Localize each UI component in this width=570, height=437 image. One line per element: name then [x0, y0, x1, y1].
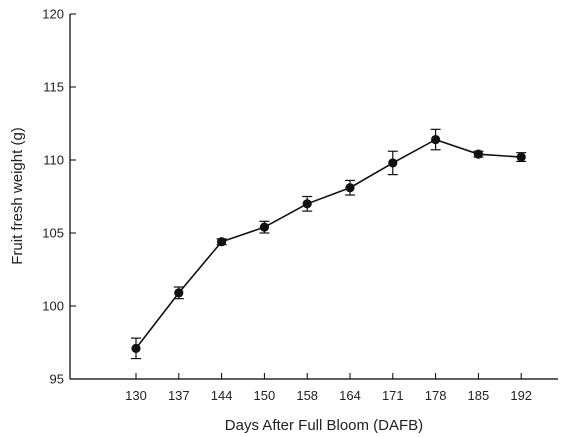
- x-tick-label: 192: [510, 388, 532, 403]
- x-tick-label: 164: [339, 388, 361, 403]
- x-tick-label: 178: [425, 388, 447, 403]
- x-tick-label: 137: [168, 388, 190, 403]
- data-point: [473, 149, 483, 159]
- x-tick-label: 185: [468, 388, 490, 403]
- y-axis-title: Fruit fresh weight (g): [9, 127, 26, 265]
- axes: [69, 14, 558, 380]
- x-tick-label: 158: [296, 388, 318, 403]
- data-point: [131, 343, 141, 353]
- x-ticks: 130 137 144 150 158 164 171 178 185 192: [125, 373, 532, 403]
- y-tick-label: 120: [42, 7, 64, 22]
- y-tick-label: 105: [42, 226, 64, 241]
- y-tick-label: 95: [50, 372, 64, 387]
- data-point: [345, 183, 355, 193]
- data-point: [431, 134, 441, 145]
- data-point: [388, 158, 398, 168]
- data-point: [259, 222, 269, 232]
- data-point: [516, 152, 526, 162]
- y-ticks: 95 100 105 110 115 120: [42, 7, 76, 387]
- y-tick-label: 100: [42, 299, 64, 314]
- y-tick-label: 110: [43, 153, 64, 168]
- series-line: [135, 138, 522, 349]
- data-point: [302, 199, 312, 209]
- x-tick-label: 130: [125, 388, 147, 403]
- x-axis-title: Days After Full Bloom (DAFB): [225, 417, 423, 434]
- x-tick-label: 144: [211, 388, 233, 403]
- data-point: [174, 288, 184, 298]
- data-point: [217, 237, 227, 247]
- y-tick-label: 115: [43, 80, 64, 95]
- x-tick-label: 150: [254, 388, 276, 403]
- x-tick-label: 171: [382, 388, 404, 403]
- series: [131, 128, 527, 360]
